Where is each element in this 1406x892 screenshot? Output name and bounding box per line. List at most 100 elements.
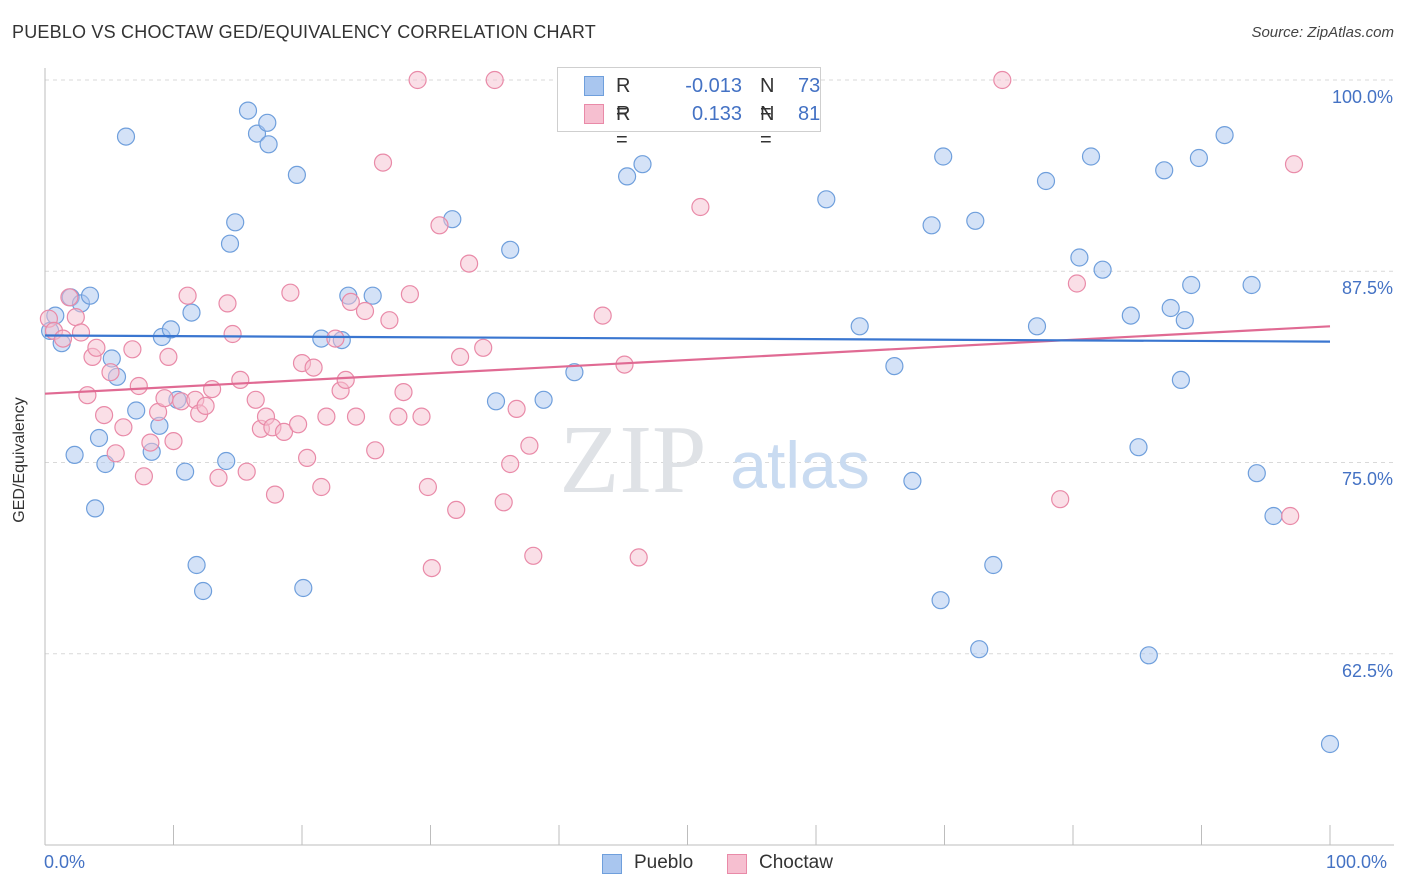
pueblo-point — [176, 462, 195, 481]
watermark-atlas: atlas — [730, 428, 869, 502]
pueblo-point — [85, 499, 105, 518]
choctaw-point — [237, 462, 256, 481]
pueblo-point — [850, 317, 869, 336]
choctaw-point — [312, 477, 331, 497]
pueblo-point — [1320, 734, 1340, 754]
choctaw-point — [106, 444, 125, 463]
choctaw-point — [501, 454, 520, 474]
choctaw-swatch — [584, 104, 604, 124]
pueblo-point — [817, 190, 836, 209]
choctaw-point — [326, 329, 345, 348]
n-value: 73 — [798, 75, 821, 97]
pueblo-point — [238, 101, 258, 120]
pueblo-point — [984, 555, 1003, 575]
chart-title: PUEBLO VS CHOCTAW GED/EQUIVALENCY CORREL… — [12, 22, 596, 42]
choctaw-point — [218, 294, 237, 313]
choctaw-point — [164, 432, 183, 451]
choctaw-point — [474, 338, 493, 357]
choctaw-point — [373, 153, 393, 172]
choctaw-point — [231, 370, 250, 389]
pueblo-point — [194, 581, 213, 601]
pueblo-point — [1182, 275, 1201, 295]
axes — [44, 68, 1394, 846]
pueblo-point — [1175, 311, 1194, 330]
choctaw-point — [524, 546, 543, 565]
y-tick-label-75: 75.0% — [1341, 469, 1393, 489]
choctaw-point — [366, 441, 385, 460]
pueblo-point — [1155, 161, 1174, 180]
chart-source: Source: ZipAtlas.com — [1251, 24, 1394, 41]
watermark: ZIP atlas — [560, 406, 870, 514]
choctaw-point — [1284, 155, 1304, 174]
choctaw-point — [400, 285, 419, 304]
pueblo-point — [931, 591, 950, 610]
choctaw-point — [134, 467, 153, 486]
n-label: N = — [760, 103, 775, 151]
x-tick-label-max: 100.0% — [1326, 852, 1388, 872]
choctaw-point — [355, 301, 375, 321]
pueblo-point — [1070, 248, 1089, 267]
pueblo-swatch — [584, 76, 604, 96]
pueblo-point — [89, 428, 109, 448]
r-label: R = — [616, 75, 631, 123]
pueblo-point — [217, 451, 236, 471]
pueblo-point — [1247, 464, 1266, 483]
pueblo-point — [1171, 370, 1191, 389]
pueblo-point — [116, 127, 136, 146]
pueblo-point — [903, 471, 922, 490]
x-tick-label-min: 0.0% — [44, 852, 86, 872]
pueblo-point — [187, 555, 206, 575]
choctaw-point — [141, 433, 160, 452]
pueblo-point — [1081, 147, 1101, 166]
pueblo-point — [65, 445, 84, 464]
choctaw-point — [123, 340, 142, 359]
choctaw-point — [485, 70, 504, 90]
pueblo-legend-swatch — [602, 854, 622, 874]
pueblo-point — [1189, 148, 1209, 168]
choctaw-point — [336, 370, 355, 389]
pueblo-legend-label: Pueblo — [634, 852, 694, 873]
y-tick-label-87-5: 87.5% — [1341, 278, 1393, 298]
pueblo-point — [1242, 275, 1261, 295]
choctaw-point — [246, 390, 265, 409]
pueblo-point — [617, 167, 637, 186]
trend-lines — [44, 325, 1331, 395]
choctaw-point — [53, 329, 73, 348]
choctaw-point — [159, 347, 178, 366]
choctaw-point — [66, 308, 85, 327]
pueblo-point — [486, 392, 506, 411]
pueblo-point — [294, 578, 313, 598]
pueblo-point — [1215, 126, 1234, 145]
choctaw-point — [203, 380, 222, 399]
choctaw-point — [494, 493, 513, 512]
pueblo-point — [1129, 438, 1148, 457]
choctaw-point — [341, 292, 360, 311]
choctaw-point — [422, 558, 441, 578]
choctaw-point — [629, 548, 648, 567]
stats-legend: R = -0.013 N = 73 R = 0.133 N = 81 — [557, 67, 821, 151]
pueblo-point — [1139, 646, 1158, 665]
n-label: N = — [760, 75, 775, 123]
pueblo-point — [885, 357, 904, 376]
choctaw-point — [389, 407, 408, 426]
y-tick-label-62-5: 62.5% — [1341, 661, 1393, 681]
choctaw-point — [460, 254, 479, 273]
choctaw-point — [1067, 274, 1087, 293]
choctaw-point — [346, 407, 366, 426]
pueblo-point — [161, 320, 180, 339]
pueblo-point — [922, 216, 941, 235]
choctaw-point — [451, 347, 470, 366]
choctaw-legend-swatch — [727, 854, 747, 874]
choctaw-point — [993, 70, 1012, 90]
y-tick-label-100: 100.0% — [1331, 87, 1393, 107]
choctaw-point — [418, 477, 437, 497]
r-value: -0.013 — [685, 75, 742, 97]
choctaw-point — [155, 389, 174, 408]
choctaw-point — [209, 468, 228, 487]
choctaw-point — [430, 216, 449, 235]
pueblo-point — [966, 211, 985, 230]
choctaw-point — [178, 286, 197, 305]
pueblo-point — [1036, 171, 1056, 191]
choctaw-point — [304, 358, 323, 377]
